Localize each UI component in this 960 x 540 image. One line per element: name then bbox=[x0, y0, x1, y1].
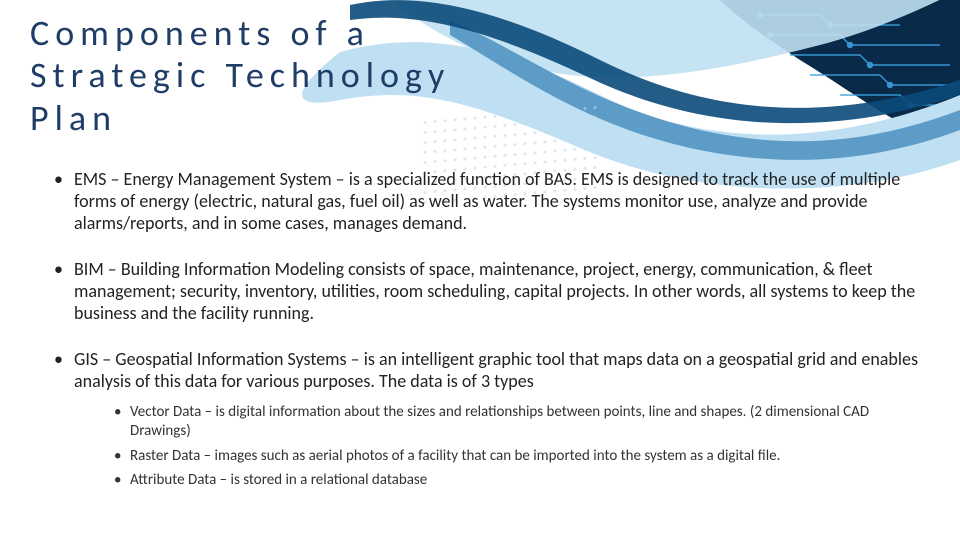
list-item: BIM – Building Information Modeling cons… bbox=[54, 259, 930, 325]
title-line-3: Plan bbox=[30, 96, 117, 140]
sub-bullet-text: Vector Data – is digital information abo… bbox=[130, 403, 869, 440]
title-line-2: Strategic Technology bbox=[30, 53, 450, 97]
list-item: GIS – Geospatial Information Systems – i… bbox=[54, 349, 930, 490]
sub-list-item: Vector Data – is digital information abo… bbox=[114, 403, 930, 441]
sub-list-item: Attribute Data – is stored in a relation… bbox=[114, 471, 930, 490]
bullet-text: BIM – Building Information Modeling cons… bbox=[74, 258, 915, 324]
bullet-text: EMS – Energy Management System – is a sp… bbox=[74, 168, 900, 234]
sub-bullet-list: Vector Data – is digital information abo… bbox=[74, 403, 930, 490]
title-line-1: Components of a bbox=[30, 11, 370, 55]
sub-bullet-text: Raster Data – images such as aerial phot… bbox=[130, 447, 780, 465]
sub-bullet-text: Attribute Data – is stored in a relation… bbox=[130, 471, 427, 489]
content: Components of a Strategic Technology Pla… bbox=[0, 0, 960, 490]
list-item: EMS – Energy Management System – is a sp… bbox=[54, 169, 930, 235]
bullet-text: GIS – Geospatial Information Systems – i… bbox=[74, 348, 918, 392]
sub-list-item: Raster Data – images such as aerial phot… bbox=[114, 447, 930, 466]
page-title: Components of a Strategic Technology Pla… bbox=[30, 12, 550, 139]
slide: Components of a Strategic Technology Pla… bbox=[0, 0, 960, 540]
bullet-list: EMS – Energy Management System – is a sp… bbox=[30, 169, 930, 490]
